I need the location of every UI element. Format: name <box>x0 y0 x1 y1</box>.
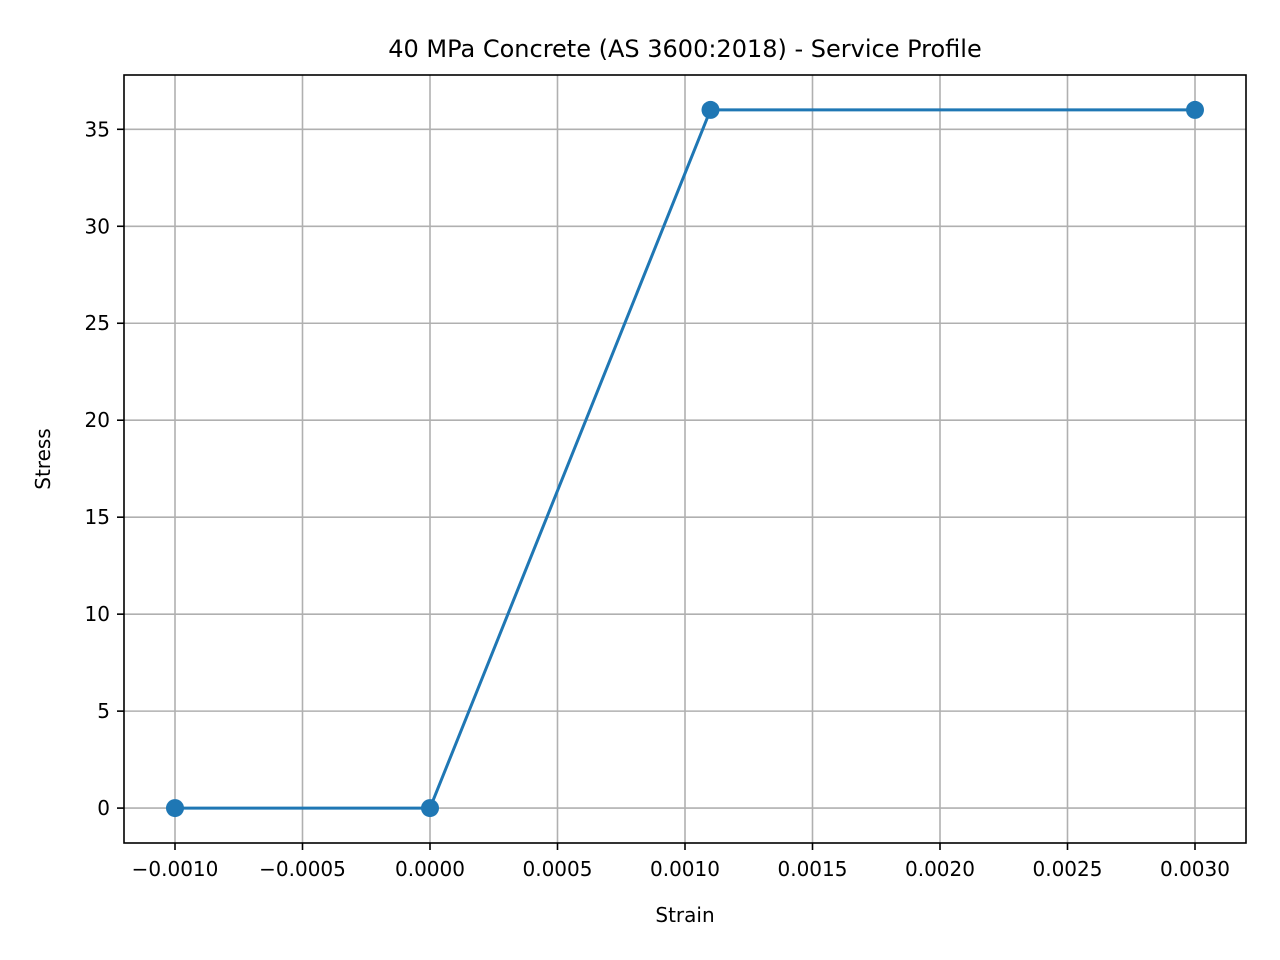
x-axis-ticks: −0.0010 −0.0005 0.0000 0.0005 0.0010 0.0015 0.… <box>132 843 1230 881</box>
y-tick-label: 30 <box>85 214 110 238</box>
x-tick-label: −0.0010 <box>132 857 219 881</box>
series-line <box>175 108 1195 810</box>
x-tick-label: 0.0015 <box>778 857 848 881</box>
data-point-marker <box>166 799 184 818</box>
y-axis-label: Stress <box>31 428 55 489</box>
x-tick-label: 0.0000 <box>395 857 465 881</box>
data-point-marker <box>701 100 720 119</box>
data-point-marker <box>421 799 439 818</box>
y-tick-label: 5 <box>97 699 110 723</box>
x-tick-label: 0.0025 <box>1033 857 1103 881</box>
data-point-marker <box>1186 100 1204 119</box>
y-tick-label: 20 <box>85 408 110 432</box>
y-axis-ticks: 0 5 10 15 20 25 30 35 <box>85 117 124 820</box>
y-tick-label: 35 <box>85 117 110 141</box>
x-tick-label: −0.0005 <box>259 857 346 881</box>
y-tick-label: 25 <box>85 311 110 335</box>
x-tick-label: 0.0020 <box>905 857 975 881</box>
y-tick-label: 10 <box>85 602 110 626</box>
x-tick-label: 0.0005 <box>523 857 593 881</box>
chart-title: 40 MPa Concrete (AS 3600:2018) - Service… <box>388 35 981 63</box>
x-tick-label: 0.0010 <box>650 857 720 881</box>
data-series <box>166 100 1204 818</box>
grid-lines <box>124 75 1246 843</box>
y-tick-label: 15 <box>85 505 110 529</box>
y-tick-label: 0 <box>97 796 110 820</box>
x-tick-label: 0.0030 <box>1160 857 1230 881</box>
x-axis-label: Strain <box>655 903 714 927</box>
